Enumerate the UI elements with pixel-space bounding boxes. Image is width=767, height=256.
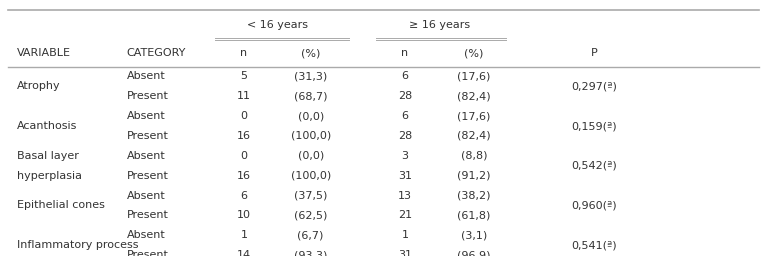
Text: VARIABLE: VARIABLE [17,48,71,58]
Text: 0: 0 [240,111,248,121]
Text: (%): (%) [464,48,484,58]
Text: 16: 16 [237,171,251,181]
Text: n: n [240,48,248,58]
Text: 0: 0 [240,151,248,161]
Text: 6: 6 [401,71,409,81]
Text: Present: Present [127,131,169,141]
Text: Absent: Absent [127,111,166,121]
Text: Present: Present [127,250,169,256]
Text: 11: 11 [237,91,251,101]
Text: (17,6): (17,6) [457,111,491,121]
Text: 10: 10 [237,210,251,220]
Text: 5: 5 [240,71,248,81]
Text: Absent: Absent [127,71,166,81]
Text: Absent: Absent [127,190,166,200]
Text: 0,542(ª): 0,542(ª) [571,161,617,171]
Text: (93,3): (93,3) [294,250,328,256]
Text: (6,7): (6,7) [298,230,324,240]
Text: 0,297(ª): 0,297(ª) [571,81,617,91]
Text: (0,0): (0,0) [298,111,324,121]
Text: 3: 3 [401,151,409,161]
Text: 1: 1 [401,230,409,240]
Text: (17,6): (17,6) [457,71,491,81]
Text: 31: 31 [398,250,412,256]
Text: (61,8): (61,8) [457,210,491,220]
Text: hyperplasia: hyperplasia [17,171,82,181]
Text: 0,541(ª): 0,541(ª) [571,240,617,250]
Text: Basal layer: Basal layer [17,151,79,161]
Text: 21: 21 [398,210,412,220]
Text: 0,159(ª): 0,159(ª) [571,121,617,131]
Text: Present: Present [127,171,169,181]
Text: n: n [401,48,409,58]
Text: (38,2): (38,2) [457,190,491,200]
Text: (0,0): (0,0) [298,151,324,161]
Text: (96,9): (96,9) [457,250,491,256]
Text: Absent: Absent [127,230,166,240]
Text: (37,5): (37,5) [294,190,328,200]
Text: (100,0): (100,0) [291,131,331,141]
Text: (82,4): (82,4) [457,131,491,141]
Text: P: P [591,48,597,58]
Text: Present: Present [127,210,169,220]
Text: (91,2): (91,2) [457,171,491,181]
Text: 28: 28 [398,91,412,101]
Text: CATEGORY: CATEGORY [127,48,186,58]
Text: ≥ 16 years: ≥ 16 years [409,20,470,30]
Text: Absent: Absent [127,151,166,161]
Text: (82,4): (82,4) [457,91,491,101]
Text: (%): (%) [301,48,321,58]
Text: 16: 16 [237,131,251,141]
Text: 0,960(ª): 0,960(ª) [571,200,617,210]
Text: (68,7): (68,7) [294,91,328,101]
Text: 14: 14 [237,250,251,256]
Text: Atrophy: Atrophy [17,81,61,91]
Text: Epithelial cones: Epithelial cones [17,200,105,210]
Text: 28: 28 [398,131,412,141]
Text: (3,1): (3,1) [461,230,487,240]
Text: < 16 years: < 16 years [247,20,308,30]
Text: 6: 6 [240,190,248,200]
Text: Acanthosis: Acanthosis [17,121,77,131]
Text: Present: Present [127,91,169,101]
Text: 31: 31 [398,171,412,181]
Text: 6: 6 [401,111,409,121]
Text: (8,8): (8,8) [461,151,487,161]
Text: 13: 13 [398,190,412,200]
Text: (100,0): (100,0) [291,171,331,181]
Text: (62,5): (62,5) [294,210,328,220]
Text: (31,3): (31,3) [294,71,328,81]
Text: 1: 1 [240,230,248,240]
Text: Inflammatory process: Inflammatory process [17,240,138,250]
